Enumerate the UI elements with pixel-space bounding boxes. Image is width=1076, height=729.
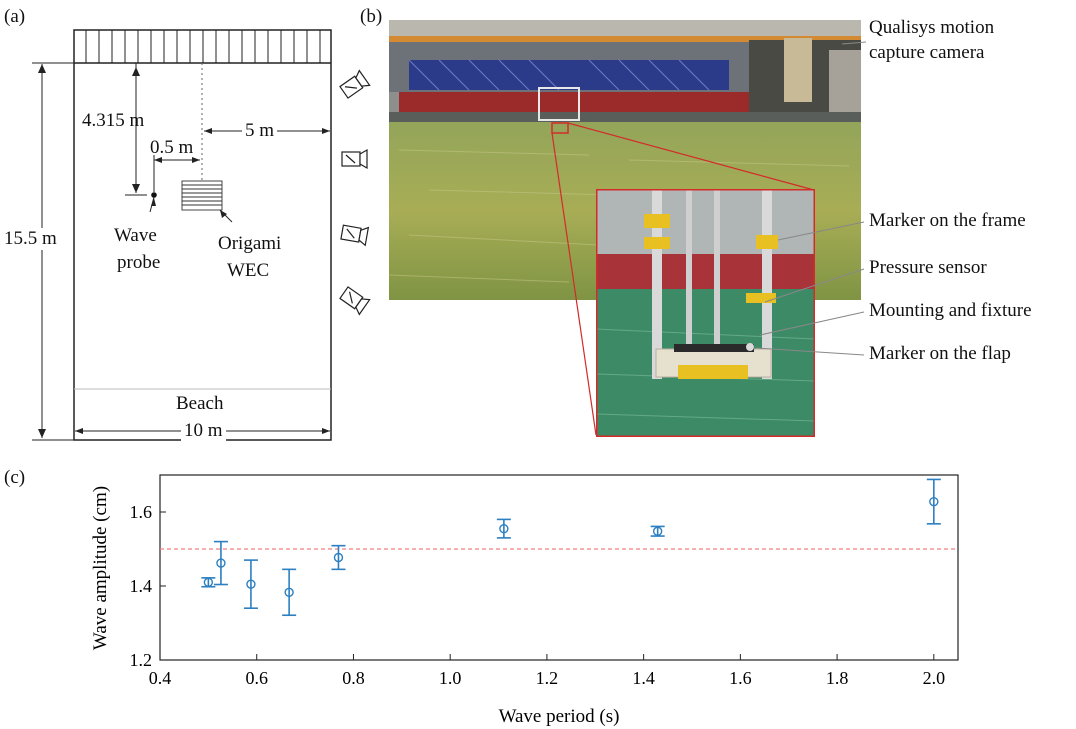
point-marker (216, 558, 226, 568)
tank-schematic (32, 29, 371, 441)
camera-icon (340, 224, 370, 247)
data-point (331, 544, 346, 571)
camera-icon (341, 148, 368, 170)
camera-icons (339, 69, 371, 316)
x-axis-label: Wave period (s) (499, 706, 620, 727)
panel-a-label: (a) (4, 6, 26, 27)
frame-marker (644, 214, 670, 228)
callout-mounting: Mounting and fixture (869, 300, 1032, 321)
x-tick-label: 0.6 (245, 668, 268, 688)
dim-length-label: 15.5 m (4, 228, 57, 250)
wec-device (181, 180, 223, 211)
x-tick-label: 1.2 (536, 668, 559, 688)
camera-label-line1: Qualisys motion (869, 17, 995, 38)
y-tick-label: 1.2 (130, 650, 153, 670)
probe-label-line1: Wave (114, 225, 157, 246)
camera-icon (339, 69, 371, 99)
data-point (243, 559, 258, 609)
y-tick-label: 1.6 (130, 502, 153, 522)
point-marker (929, 496, 939, 507)
wave-probe-marker (151, 192, 157, 198)
plot-frame (159, 474, 959, 661)
x-tick-label: 2.0 (923, 668, 946, 688)
data-point (282, 568, 297, 617)
dim-width-label: 10 m (181, 420, 226, 442)
wec-label-line2: WEC (227, 260, 270, 281)
x-tick-label: 0.8 (342, 668, 365, 688)
callout-pressure-sensor: Pressure sensor (869, 257, 987, 278)
x-tick-label: 1.8 (826, 668, 849, 688)
panel-c-label: (c) (4, 467, 26, 488)
y-axis-label: Wave amplitude (cm) (90, 486, 111, 650)
dim-distance-label: 4.315 m (82, 110, 145, 131)
callout-frame-marker: Marker on the frame (869, 210, 1026, 231)
camera-icon (339, 286, 371, 316)
point-marker (652, 526, 663, 536)
wec-label-line1: Origami (218, 233, 282, 254)
data-point (496, 518, 511, 539)
inset-photo (596, 189, 815, 437)
dim-offset-label: 0.5 m (150, 137, 194, 158)
panel-b-label: (b) (360, 6, 383, 27)
point-marker (333, 552, 344, 563)
amplitude-chart: 0.4 0.6 0.8 1.0 1.2 1.4 1.6 1.8 2.0 1.2 1.4 1.6 Wa… (90, 474, 959, 727)
point-marker (203, 577, 214, 588)
data-point (213, 540, 228, 586)
data-point (650, 525, 665, 537)
wavemaker-paddles (85, 30, 321, 63)
x-tick-label: 1.6 (729, 668, 752, 688)
point-marker (499, 523, 509, 534)
callout-flap-marker: Marker on the flap (869, 343, 1011, 364)
camera-label-line2: capture camera (869, 42, 985, 63)
probe-label-line2: probe (117, 252, 161, 273)
x-tick-label: 1.4 (632, 668, 655, 688)
beach-label: Beach (176, 393, 224, 414)
data-point (201, 577, 216, 588)
y-tick-label: 1.4 (130, 576, 153, 596)
x-tick-label: 1.0 (439, 668, 462, 688)
x-tick-label: 0.4 (149, 668, 172, 688)
dim-side-label: 5 m (242, 120, 278, 142)
data-point (926, 478, 941, 525)
point-marker (246, 579, 256, 589)
zoom-source-box (551, 122, 569, 134)
point-marker (284, 587, 294, 597)
